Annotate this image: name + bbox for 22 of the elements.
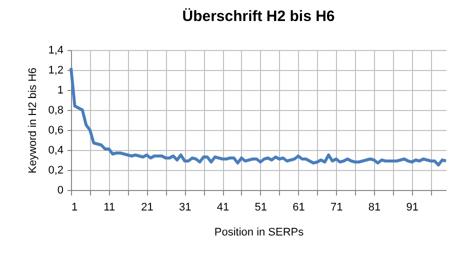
y-tick-label: 1,2 [48, 64, 64, 76]
x-tick-label: 61 [292, 202, 305, 214]
y-tick-label: 0,8 [48, 104, 64, 116]
x-tick-label: 51 [254, 202, 268, 214]
y-tick-label: 0,2 [48, 164, 64, 176]
y-tick-label: 0 [57, 184, 64, 196]
x-tick-label: 1 [72, 202, 78, 214]
y-tick-label: 0,4 [48, 144, 64, 156]
line-series [70, 66, 448, 166]
x-tick-label: 41 [216, 202, 230, 214]
y-tick-label: 0,6 [48, 124, 64, 136]
y-tick-label: 1 [57, 84, 64, 96]
x-tick-label: 91 [406, 202, 419, 214]
x-axis-title: Position in SERPs [214, 226, 304, 238]
chart-title: Überschrift H2 bis H6 [182, 8, 335, 25]
x-tick-label: 31 [179, 202, 192, 214]
x-tick-label: 11 [104, 202, 116, 214]
y-axis-title: Keyword in H2 bis H6 [27, 68, 40, 174]
x-tick-label: 81 [368, 202, 381, 214]
x-tick-label: 71 [330, 202, 343, 214]
x-tick-label: 21 [141, 202, 154, 214]
y-tick-label: 1,4 [48, 44, 64, 56]
